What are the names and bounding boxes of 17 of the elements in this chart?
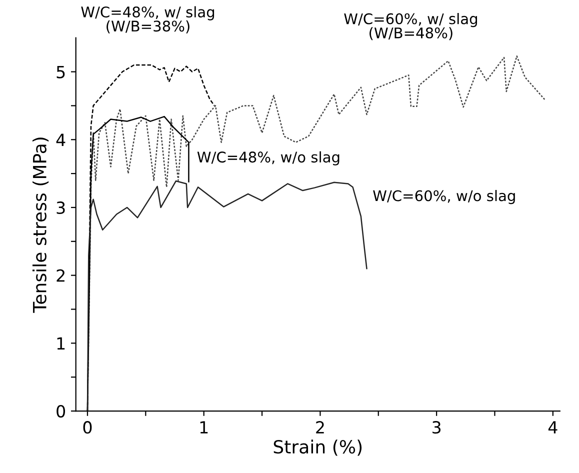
y-tick-label: 3 — [56, 201, 65, 214]
x-tick-label: 4 — [548, 421, 558, 434]
x-axis-title: Strain (%) — [274, 440, 362, 456]
y-tick-label: 5 — [56, 66, 65, 78]
y-axis-title: Tensile stress (MPa) — [32, 138, 49, 313]
series-label: W/C=60%, w/o slag — [373, 190, 515, 204]
x-tick-label: 1 — [200, 421, 208, 434]
text: W/C=48%, w/ slag (W/B=38%) — [81, 6, 214, 34]
series-label: W/C=60%, w/ slag (W/B=48%) — [344, 13, 477, 40]
series-label: W/C=48%, w/o slag — [197, 151, 340, 166]
y-tick-label: 2 — [56, 269, 64, 282]
x-tick-label: 3 — [432, 421, 441, 434]
y-tick-label: 4 — [56, 134, 66, 146]
y-tick-label: 1 — [57, 337, 65, 350]
y-tick-label: 0 — [56, 405, 66, 418]
x-tick-label: 2 — [316, 421, 324, 434]
x-tick-label: 0 — [83, 421, 92, 434]
